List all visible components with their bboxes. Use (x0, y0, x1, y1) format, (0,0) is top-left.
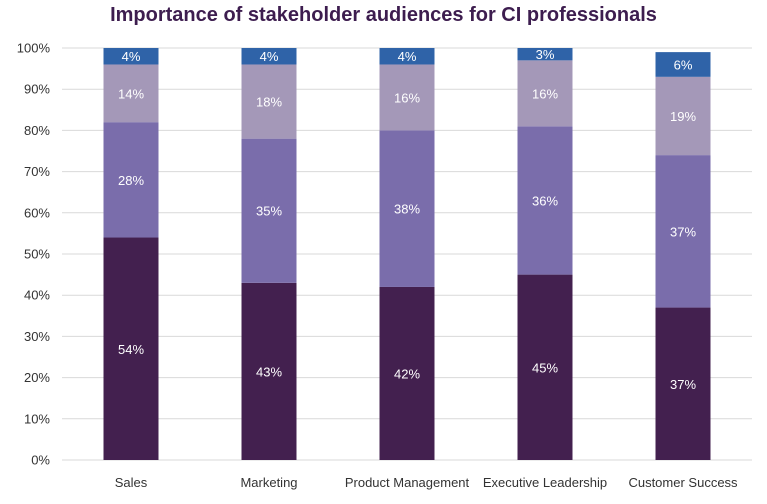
y-tick-label: 50% (24, 247, 50, 262)
bar-segment (517, 126, 573, 275)
y-tick-label: 100% (17, 41, 51, 56)
y-tick-label: 0% (31, 453, 50, 468)
data-label: 6% (674, 57, 693, 72)
bar-segment (655, 307, 711, 460)
data-label: 37% (670, 377, 696, 392)
data-label: 36% (532, 193, 558, 208)
bar-segment (379, 48, 435, 65)
bar-segment (379, 130, 435, 287)
data-label: 43% (256, 364, 282, 379)
data-label: 4% (122, 49, 141, 64)
data-label: 4% (398, 49, 417, 64)
bar-segment (379, 64, 435, 131)
y-tick-label: 10% (24, 411, 50, 426)
category-label: Customer Success (628, 475, 738, 490)
y-tick-label: 30% (24, 329, 50, 344)
category-label: Sales (115, 475, 148, 490)
data-label: 28% (118, 173, 144, 188)
data-label: 45% (532, 360, 558, 375)
bar-segment (241, 64, 297, 139)
bar-segment (103, 64, 159, 123)
bar-segment (241, 138, 297, 283)
data-label: 4% (260, 49, 279, 64)
data-label: 35% (256, 204, 282, 219)
y-tick-label: 90% (24, 82, 50, 97)
data-label: 42% (394, 366, 420, 381)
data-label: 19% (670, 109, 696, 124)
data-label: 16% (394, 90, 420, 105)
bar-segment (103, 48, 159, 65)
data-label: 37% (670, 224, 696, 239)
chart-title: Importance of stakeholder audiences for … (110, 4, 657, 26)
bar-segment (379, 286, 435, 460)
y-tick-label: 80% (24, 123, 50, 138)
bar-segment (517, 60, 573, 127)
y-tick-label: 70% (24, 164, 50, 179)
bar-segment (655, 52, 711, 77)
data-label: 16% (532, 86, 558, 101)
bar-segment (655, 155, 711, 308)
bar-segment (103, 237, 159, 460)
bar-segment (517, 48, 573, 61)
category-label: Marketing (240, 475, 297, 490)
category-label: Executive Leadership (483, 475, 607, 490)
category-label: Product Management (345, 475, 470, 490)
y-tick-label: 60% (24, 205, 50, 220)
bar-segment (517, 274, 573, 460)
data-label: 54% (118, 342, 144, 357)
bar-segment (241, 48, 297, 65)
y-tick-label: 40% (24, 288, 50, 303)
data-label: 14% (118, 86, 144, 101)
data-label: 3% (536, 47, 555, 62)
bar-segment (655, 76, 711, 156)
y-tick-label: 20% (24, 370, 50, 385)
bar-segment (241, 282, 297, 460)
bar-segment (103, 122, 159, 238)
data-label: 18% (256, 95, 282, 110)
data-label: 38% (394, 202, 420, 217)
